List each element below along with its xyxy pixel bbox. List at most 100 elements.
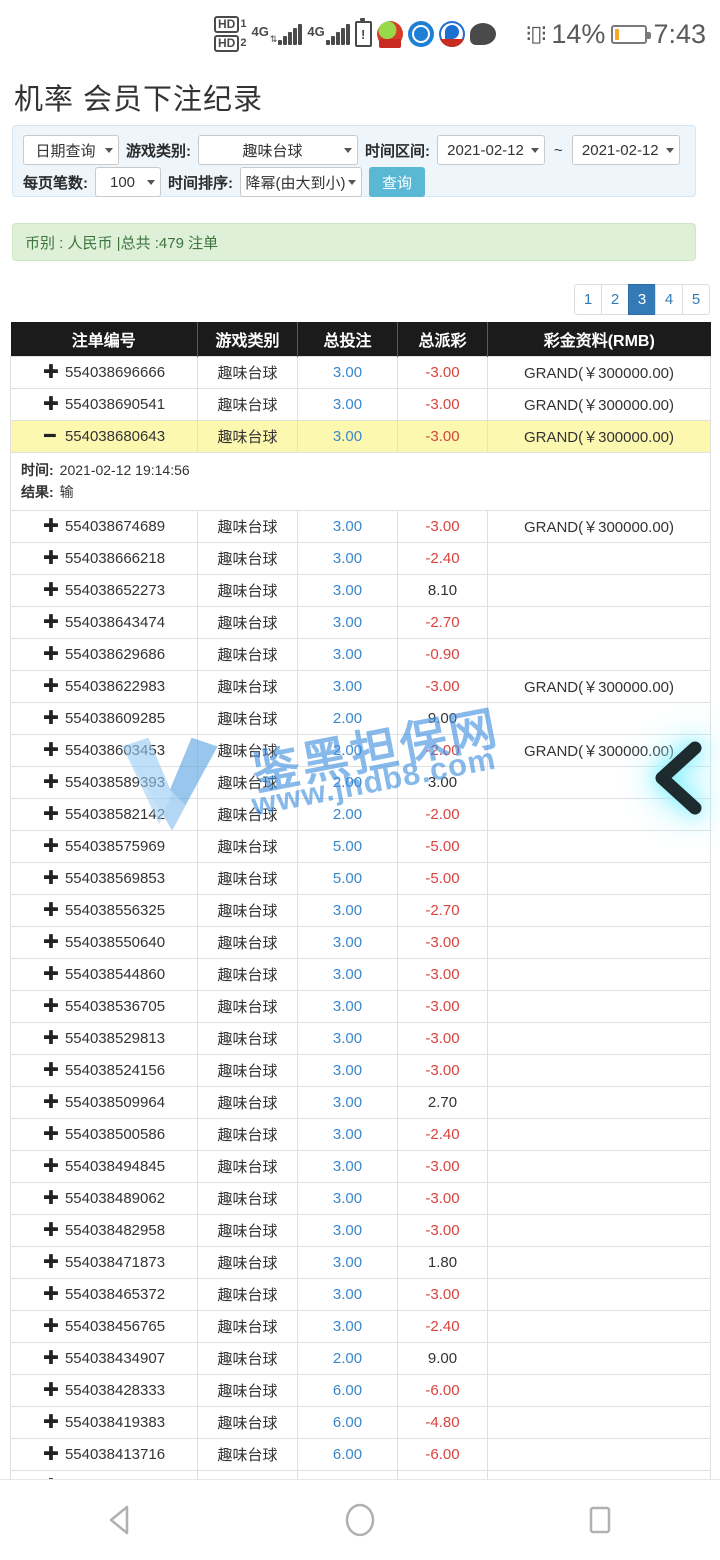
- table-row[interactable]: ✚ 554038456765 趣味台球 3.00 -2.40: [10, 1310, 711, 1344]
- cell-bonus-info: [487, 1022, 711, 1056]
- order-id-label: 554038456765: [64, 1318, 166, 1336]
- table-row[interactable]: ✚ 554038609285 趣味台球 2.00 9.00: [10, 702, 711, 736]
- table-row[interactable]: ✚ 554038690541 趣味台球 3.00 -3.00 GRAND(￥300000.…: [10, 388, 711, 421]
- plus-icon[interactable]: ✚: [42, 1444, 59, 1466]
- table-row[interactable]: ✚ 554038434907 趣味台球 2.00 9.00: [10, 1342, 711, 1376]
- floating-back-button[interactable]: [634, 735, 720, 821]
- detail-cell: 时间: 2021-02-12 19:14:56 结果: 输: [10, 452, 711, 512]
- plus-icon[interactable]: ✚: [42, 1380, 59, 1402]
- plus-icon[interactable]: ✚: [42, 740, 59, 762]
- nav-recents-button[interactable]: [545, 1490, 655, 1550]
- cell-total-payout: 9.00: [397, 1342, 488, 1376]
- pagination-page-4[interactable]: 4: [655, 284, 683, 315]
- table-row[interactable]: ✚ 554038643474 趣味台球 3.00 -2.70: [10, 606, 711, 640]
- game-type-select-value: 趣味台球: [242, 142, 303, 160]
- table-row[interactable]: ✚ 554038500586 趣味台球 3.00 -2.40: [10, 1118, 711, 1152]
- plus-icon[interactable]: ✚: [42, 676, 59, 698]
- table-row[interactable]: ✚ 554038419383 趣味台球 6.00 -4.80: [10, 1406, 711, 1440]
- plus-icon[interactable]: ✚: [42, 548, 59, 570]
- plus-icon[interactable]: ✚: [42, 1284, 59, 1306]
- plus-icon[interactable]: ✚: [42, 1092, 59, 1114]
- per-page-select[interactable]: 100: [95, 167, 161, 197]
- plus-icon[interactable]: ✚: [42, 932, 59, 954]
- plus-icon[interactable]: ✚: [42, 1252, 59, 1274]
- table-row[interactable]: ✚ 554038471873 趣味台球 3.00 1.80: [10, 1246, 711, 1280]
- table-row[interactable]: ✚ 554038652273 趣味台球 3.00 8.10: [10, 574, 711, 608]
- plus-icon[interactable]: ✚: [42, 580, 59, 602]
- table-row[interactable]: ✚ 554038428333 趣味台球 6.00 -6.00: [10, 1374, 711, 1408]
- table-row[interactable]: ✚ 554038589393 趣味台球 2.00 3.00: [10, 766, 711, 800]
- game-type-select[interactable]: 趣味台球: [198, 135, 358, 165]
- table-row[interactable]: ✚ 554038569853 趣味台球 5.00 -5.00: [10, 862, 711, 896]
- table-row[interactable]: ✚ 554038509964 趣味台球 3.00 2.70: [10, 1086, 711, 1120]
- battery-alert-icon: !: [354, 18, 372, 47]
- table-row[interactable]: ✚ 554038666218 趣味台球 3.00 -2.40: [10, 542, 711, 576]
- plus-icon[interactable]: ✚: [42, 362, 59, 383]
- date-from-select[interactable]: 2021-02-12: [437, 135, 545, 165]
- table-row[interactable]: ✚ 554038550640 趣味台球 3.00 -3.00: [10, 926, 711, 960]
- plus-icon[interactable]: ✚: [42, 1156, 59, 1178]
- plus-icon[interactable]: ✚: [42, 1060, 59, 1082]
- plus-icon[interactable]: ✚: [42, 836, 59, 858]
- cell-bonus-info: [487, 574, 711, 608]
- date-query-select[interactable]: 日期查询: [23, 135, 119, 165]
- plus-icon[interactable]: ✚: [42, 516, 59, 538]
- cell-bonus-info: GRAND(￥300000.00): [487, 420, 711, 453]
- table-row[interactable]: ✚ 554038536705 趣味台球 3.00 -3.00: [10, 990, 711, 1024]
- sort-select[interactable]: 降幂(由大到小): [240, 167, 362, 197]
- plus-icon[interactable]: ✚: [42, 868, 59, 890]
- cell-total-bet: 6.00: [297, 1406, 398, 1440]
- table-row[interactable]: ✚ 554038629686 趣味台球 3.00 -0.90: [10, 638, 711, 672]
- table-row[interactable]: ✚ 554038524156 趣味台球 3.00 -3.00: [10, 1054, 711, 1088]
- table-row[interactable]: ✚ 554038603453 趣味台球 2.00 -2.00 GRAND(￥300000.…: [10, 734, 711, 768]
- nav-back-button[interactable]: [65, 1490, 175, 1550]
- table-row[interactable]: ✚ 554038582142 趣味台球 2.00 -2.00: [10, 798, 711, 832]
- pagination-page-1[interactable]: 1: [574, 284, 602, 315]
- pagination-page-3[interactable]: 3: [628, 284, 656, 315]
- cell-bonus-info: GRAND(￥300000.00): [487, 734, 711, 768]
- nav-home-button[interactable]: [305, 1490, 415, 1550]
- table-row[interactable]: ✚ 554038622983 趣味台球 3.00 -3.00 GRAND(￥300000.…: [10, 670, 711, 704]
- plus-icon[interactable]: ✚: [42, 804, 59, 826]
- table-row[interactable]: ✚ 554038489062 趣味台球 3.00 -3.00: [10, 1182, 711, 1216]
- plus-icon[interactable]: ✚: [42, 900, 59, 922]
- table-row[interactable]: ✚ 554038575969 趣味台球 5.00 -5.00: [10, 830, 711, 864]
- plus-icon[interactable]: ✚: [42, 644, 59, 666]
- plus-icon[interactable]: ✚: [42, 1124, 59, 1146]
- table-row[interactable]: ✚ 554038556325 趣味台球 3.00 -2.70: [10, 894, 711, 928]
- pagination-page-2[interactable]: 2: [601, 284, 629, 315]
- query-button[interactable]: 查询: [369, 167, 426, 197]
- plus-icon[interactable]: ✚: [42, 964, 59, 986]
- table-row[interactable]: ✚ 554038696666 趣味台球 3.00 -3.00 GRAND(￥300000.…: [10, 356, 711, 389]
- date-to-select[interactable]: 2021-02-12: [571, 135, 680, 165]
- table-row[interactable]: ✚ 554038465372 趣味台球 3.00 -3.00: [10, 1278, 711, 1312]
- table-row[interactable]: ✚ 554038482958 趣味台球 3.00 -3.00: [10, 1214, 711, 1248]
- plus-icon[interactable]: ✚: [42, 996, 59, 1018]
- plus-icon[interactable]: ✚: [42, 394, 59, 415]
- plus-icon[interactable]: ✚: [42, 1028, 59, 1050]
- cell-total-payout: -2.40: [397, 542, 488, 576]
- plus-icon[interactable]: ✚: [42, 1348, 59, 1370]
- plus-icon[interactable]: ✚: [42, 772, 59, 794]
- table-row[interactable]: ━ 554038680643 趣味台球 3.00 -3.00 GRAND(￥300000.…: [10, 420, 711, 453]
- cell-game-category: 趣味台球: [197, 574, 298, 608]
- minus-icon[interactable]: ━: [44, 426, 56, 447]
- table-row[interactable]: ✚ 554038413716 趣味台球 6.00 -6.00: [10, 1438, 711, 1472]
- plus-icon[interactable]: ✚: [42, 612, 59, 634]
- cell-game-category: 趣味台球: [197, 1406, 298, 1440]
- table-row[interactable]: ✚ 554038494845 趣味台球 3.00 -3.00: [10, 1150, 711, 1184]
- table-row[interactable]: ✚ 554038529813 趣味台球 3.00 -3.00: [10, 1022, 711, 1056]
- plus-icon[interactable]: ✚: [42, 1188, 59, 1210]
- cell-total-bet: 3.00: [297, 574, 398, 608]
- table-row[interactable]: ✚ 554038674689 趣味台球 3.00 -3.00 GRAND(￥300000.…: [10, 510, 711, 544]
- plus-icon[interactable]: ✚: [42, 1316, 59, 1338]
- table-row[interactable]: ✚ 554038544860 趣味台球 3.00 -3.00: [10, 958, 711, 992]
- plus-icon[interactable]: ✚: [42, 1412, 59, 1434]
- plus-icon[interactable]: ✚: [42, 1220, 59, 1242]
- pagination-page-5[interactable]: 5: [682, 284, 710, 315]
- cell-total-payout: -3.00: [397, 420, 488, 453]
- cell-bonus-info: [487, 542, 711, 576]
- order-id-label: 554038544860: [64, 966, 166, 984]
- plus-icon[interactable]: ✚: [42, 708, 59, 730]
